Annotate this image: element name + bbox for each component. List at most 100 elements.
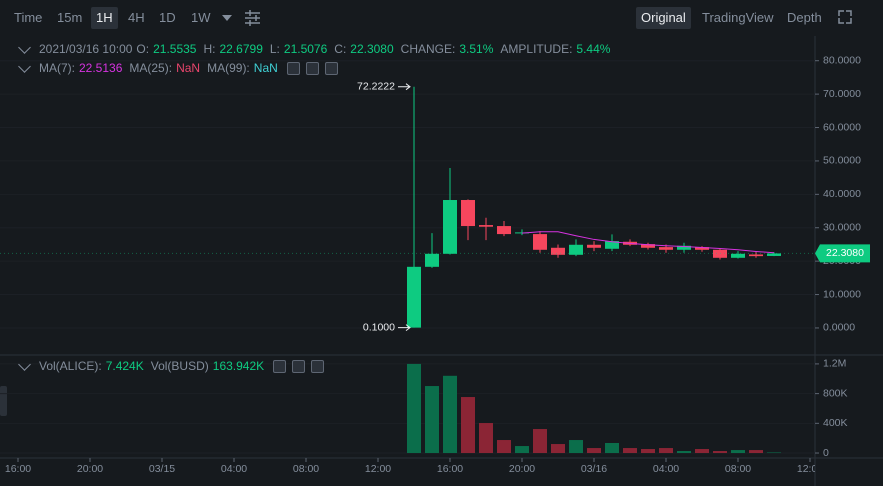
candle-body bbox=[407, 266, 421, 328]
ma-value: 22.5136 bbox=[79, 61, 123, 75]
field-label: C: bbox=[334, 42, 347, 56]
candle-body bbox=[497, 226, 511, 235]
last-price-label: 22.3080 bbox=[826, 247, 864, 259]
y-tick-label: 60.0000 bbox=[823, 121, 861, 133]
candle-body bbox=[479, 225, 493, 227]
candle-body bbox=[605, 241, 619, 249]
y-tick-label: 10.0000 bbox=[823, 288, 861, 300]
close-icon[interactable] bbox=[311, 359, 325, 373]
x-tick-label: 16:00 bbox=[5, 463, 31, 475]
volume-bar bbox=[443, 375, 457, 454]
candle-body bbox=[713, 249, 727, 258]
field-value: 22.3080 bbox=[350, 42, 394, 56]
x-tick-label: 20:00 bbox=[77, 463, 103, 475]
volume-bar bbox=[695, 449, 709, 454]
view-button[interactable]: TradingView bbox=[702, 10, 774, 25]
candle-body bbox=[461, 200, 475, 227]
settings-icon[interactable] bbox=[245, 10, 260, 26]
close-icon[interactable] bbox=[324, 61, 338, 75]
volume-bar bbox=[479, 423, 493, 454]
y-tick-label: 0 bbox=[823, 447, 829, 459]
eye-icon[interactable] bbox=[286, 61, 300, 75]
volume-value: 7.424K bbox=[105, 359, 144, 373]
y-tick-label: 70.0000 bbox=[823, 88, 861, 100]
y-tick-label: 30.0000 bbox=[823, 222, 861, 234]
view-button[interactable]: Original bbox=[636, 7, 691, 29]
x-tick-label: 04:00 bbox=[221, 463, 247, 475]
x-tick-label: 04:00 bbox=[653, 463, 679, 475]
interval-button[interactable]: 15m bbox=[57, 10, 83, 25]
ma-legend: MA(7): 22.5136 MA(25): NaN MA(99): NaN bbox=[18, 59, 338, 75]
field-label: AMPLITUDE: bbox=[500, 42, 573, 56]
y-tick-label: 400K bbox=[823, 417, 848, 429]
volume-bar bbox=[605, 442, 619, 454]
volume-bar bbox=[515, 446, 529, 454]
dropdown-icon[interactable] bbox=[222, 15, 232, 21]
x-tick-label: 03/15 bbox=[149, 463, 175, 475]
field-value: 22.6799 bbox=[219, 42, 263, 56]
interval-button[interactable]: 4H bbox=[128, 10, 145, 25]
volume-bar bbox=[533, 429, 547, 454]
ohlc-info: 2021/03/16 10:00 O: 21.5535 H: 22.6799 L: 21.… bbox=[18, 40, 613, 56]
y-tick-label: 80.0000 bbox=[823, 54, 861, 66]
ma-label: MA(7): bbox=[39, 61, 75, 75]
candle-body bbox=[659, 247, 673, 250]
field-value: 21.5076 bbox=[283, 42, 328, 56]
interval-button[interactable]: 1D bbox=[159, 10, 176, 25]
field-label: O: bbox=[136, 42, 150, 56]
candle-body bbox=[569, 244, 583, 255]
volume-legend: Vol(ALICE): 7.424K Vol(BUSD) 163.942K bbox=[18, 357, 325, 373]
candle-time: 2021/03/16 10:00 bbox=[39, 42, 133, 56]
volume-bar bbox=[461, 397, 475, 454]
interval-button[interactable]: Time bbox=[14, 10, 43, 25]
volume-bar bbox=[623, 448, 637, 454]
volume-bar bbox=[569, 440, 583, 454]
x-tick-label: 08:00 bbox=[725, 463, 751, 475]
last-price-tag bbox=[815, 244, 870, 263]
settings-icon[interactable] bbox=[292, 359, 306, 373]
eye-icon[interactable] bbox=[273, 359, 287, 373]
y-tick-label: 40.0000 bbox=[823, 188, 861, 200]
y-tick-label: 1.2M bbox=[823, 358, 846, 370]
ma-value: NaN bbox=[253, 61, 278, 75]
x-tick-label: 08:00 bbox=[293, 463, 319, 475]
volume-bar bbox=[425, 386, 439, 454]
view-button[interactable]: Depth bbox=[787, 10, 822, 25]
y-tick-label: 800K bbox=[823, 387, 848, 399]
volume-bar bbox=[641, 449, 655, 454]
toolbar: Time 15m 1H 4H 1D 1W Original TradingVie… bbox=[0, 0, 883, 36]
candle-body bbox=[641, 244, 655, 248]
interval-button[interactable]: 1W bbox=[191, 10, 211, 25]
candle-body bbox=[695, 247, 709, 250]
ma-line bbox=[521, 231, 775, 254]
volume-label: Vol(ALICE): bbox=[39, 359, 102, 373]
collapse-icon[interactable] bbox=[18, 40, 31, 54]
field-label: L: bbox=[269, 42, 280, 56]
x-tick-label: 03/16 bbox=[581, 463, 607, 475]
volume-bar bbox=[713, 451, 727, 454]
side-toggle[interactable] bbox=[0, 386, 7, 416]
fullscreen-icon[interactable] bbox=[838, 10, 852, 24]
settings-icon[interactable] bbox=[305, 61, 319, 75]
candle-body bbox=[731, 253, 745, 258]
candle-body bbox=[443, 200, 457, 254]
candle-body bbox=[425, 253, 439, 267]
collapse-icon[interactable] bbox=[18, 357, 31, 371]
annotation-label: 0.1000 bbox=[363, 321, 395, 333]
volume-bar bbox=[587, 448, 601, 454]
y-tick-label: 50.0000 bbox=[823, 155, 861, 167]
interval-button[interactable]: 1H bbox=[91, 7, 118, 29]
x-tick-label: 20:00 bbox=[509, 463, 535, 475]
collapse-icon[interactable] bbox=[18, 59, 31, 73]
candle-body bbox=[533, 234, 547, 250]
volume-bar bbox=[407, 363, 421, 454]
y-tick-label: 0.0000 bbox=[823, 322, 855, 334]
field-label: CHANGE: bbox=[400, 42, 456, 56]
volume-bar bbox=[767, 452, 781, 454]
ma-label: MA(25): bbox=[129, 61, 173, 75]
field-value: 3.51% bbox=[459, 42, 494, 56]
annotation-arrow bbox=[398, 83, 411, 91]
x-axis: 16:00 20:00 03/15 04:00 08:00 12:00 16:00 20:00… bbox=[5, 458, 815, 475]
